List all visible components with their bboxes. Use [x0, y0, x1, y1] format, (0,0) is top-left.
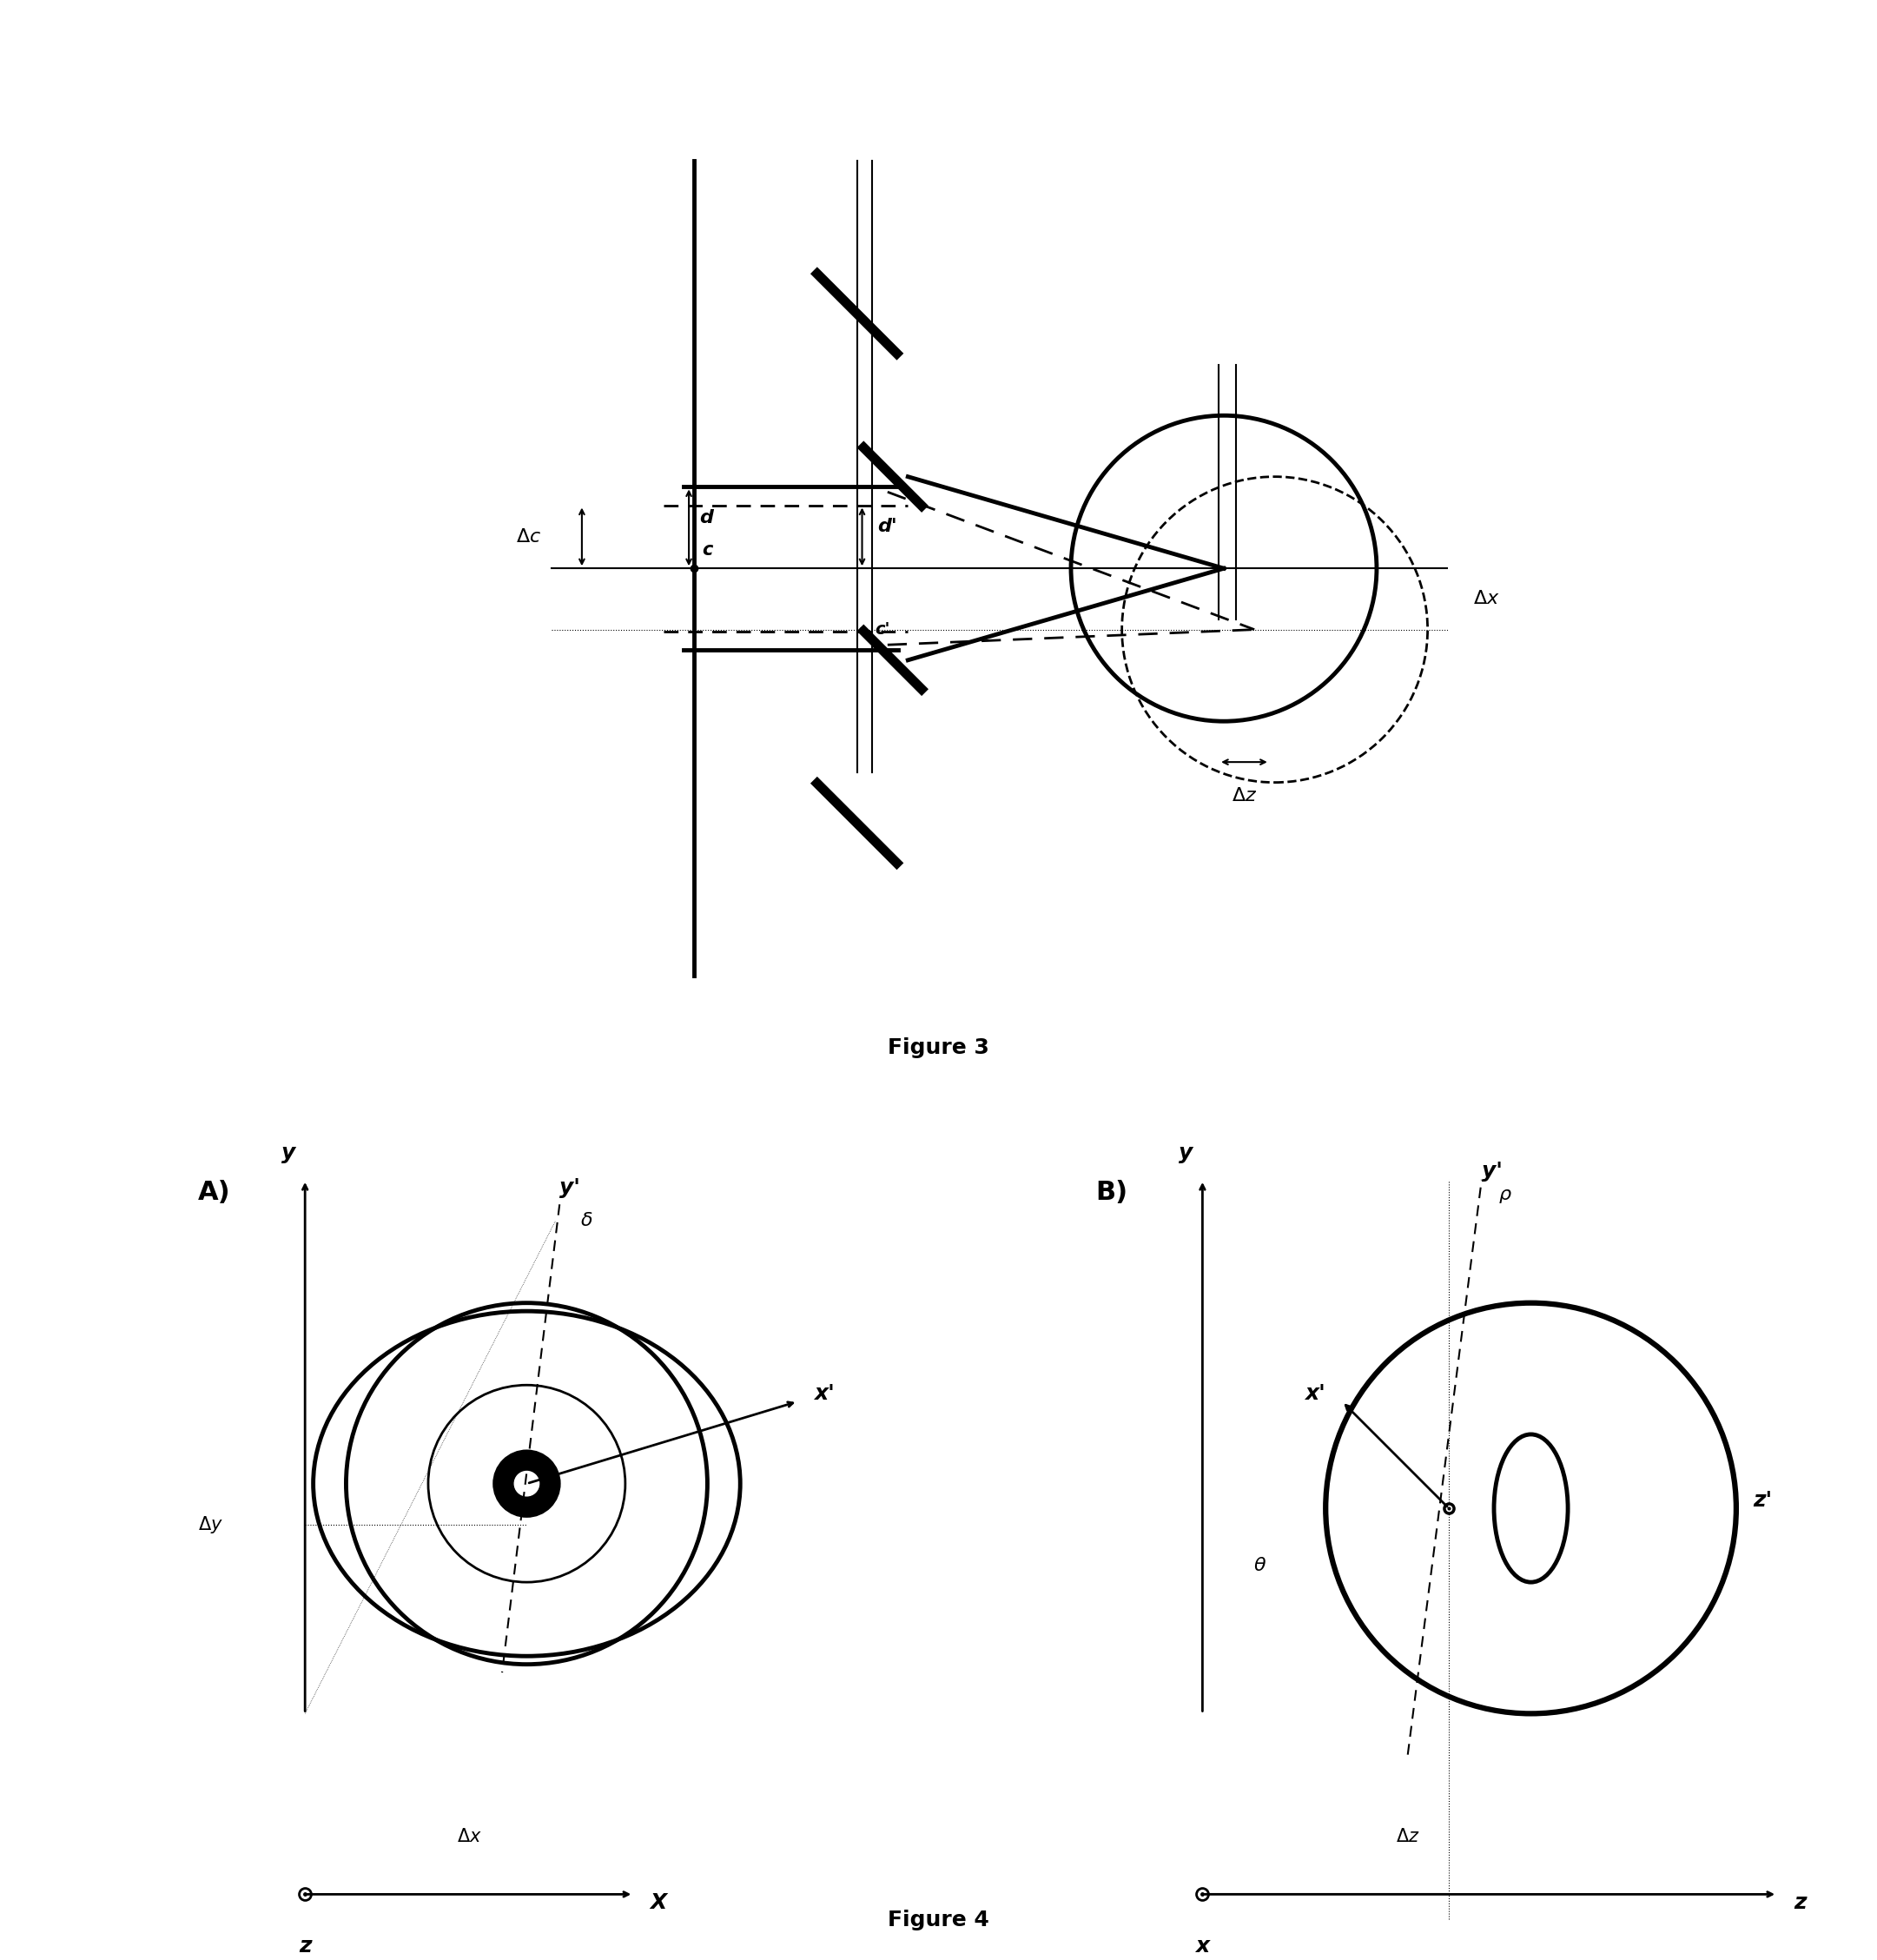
Text: z: z [1794, 1891, 1806, 1913]
Text: x': x' [815, 1384, 835, 1403]
Text: $\Delta x$: $\Delta x$ [1473, 590, 1500, 608]
Text: X: X [649, 1891, 666, 1913]
Circle shape [514, 1472, 539, 1495]
Text: Figure 3: Figure 3 [888, 1037, 989, 1058]
Text: y': y' [559, 1178, 580, 1198]
Text: $\Delta x$: $\Delta x$ [456, 1827, 482, 1844]
Text: x': x' [1305, 1384, 1325, 1403]
Text: $\Delta c$: $\Delta c$ [516, 527, 541, 545]
Text: $\Delta y$: $\Delta y$ [197, 1515, 223, 1535]
Circle shape [494, 1450, 559, 1517]
Text: y: y [1179, 1143, 1194, 1164]
Text: $\delta$: $\delta$ [580, 1211, 593, 1229]
Text: Figure 4: Figure 4 [888, 1909, 989, 1931]
Text: z': z' [1753, 1490, 1772, 1511]
Text: $\Delta z$: $\Delta z$ [1396, 1827, 1419, 1844]
Text: c': c' [875, 621, 890, 637]
Text: y: y [282, 1143, 297, 1164]
Text: x: x [1196, 1935, 1209, 1956]
Text: d: d [698, 510, 713, 525]
Text: d': d' [877, 517, 897, 535]
Text: c: c [702, 541, 713, 559]
Text: B): B) [1096, 1180, 1128, 1205]
Text: $\theta$: $\theta$ [1254, 1556, 1267, 1574]
Text: $\rho$: $\rho$ [1498, 1188, 1511, 1205]
Text: A): A) [199, 1180, 231, 1205]
Text: z: z [298, 1935, 312, 1956]
Text: $\Delta z$: $\Delta z$ [1231, 788, 1258, 806]
Text: y': y' [1481, 1160, 1502, 1182]
